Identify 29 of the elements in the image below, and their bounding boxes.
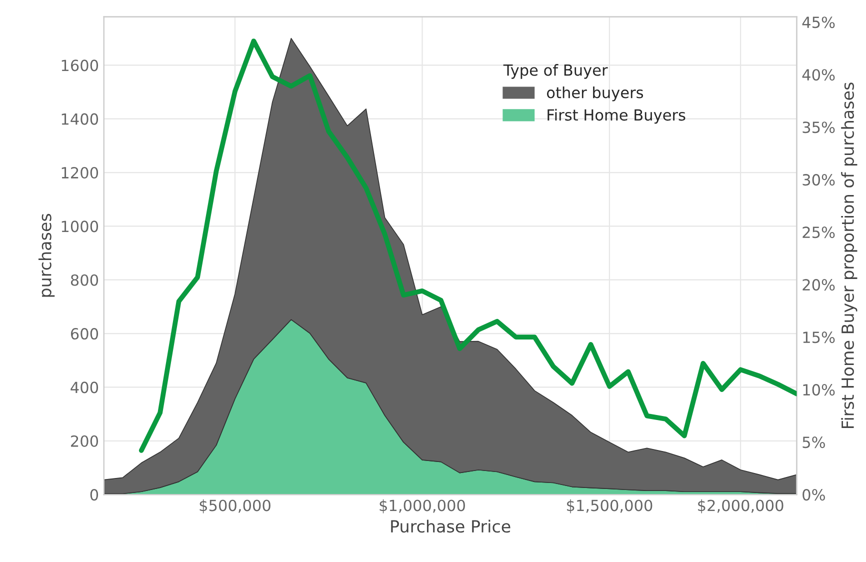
y2-tick-label: 45% — [802, 16, 835, 28]
y-axis-title: purchases — [38, 214, 55, 297]
x-tick-label: $2,000,000 — [698, 499, 784, 514]
y-tick-label: 1200 — [62, 166, 98, 179]
y2-axis-title: First Home Buyer proportion of purchases — [841, 82, 858, 428]
x-tick-label: $1,000,000 — [380, 499, 465, 514]
y-tick-label: 800 — [70, 274, 98, 286]
y2-tick-label: 5% — [802, 436, 825, 448]
y2-tick-label: 10% — [803, 384, 835, 396]
y2-tick-label: 25% — [802, 226, 835, 238]
x-tick-label: $500,000 — [200, 499, 270, 514]
legend-label: other buyers — [546, 86, 644, 102]
y-tick-label: 1000 — [62, 220, 98, 232]
y2-tick-label: 0% — [802, 489, 825, 501]
y-tick-label: 600 — [70, 328, 98, 340]
x-axis-title: Purchase Price — [391, 520, 510, 533]
y-tick-label: 0 — [90, 489, 98, 501]
y-tick-label: 200 — [71, 435, 98, 447]
y2-tick-label: 20% — [802, 279, 835, 291]
y2-tick-label: 35% — [802, 122, 835, 134]
y-tick-label: 400 — [70, 382, 98, 394]
y-tick-label: 1400 — [62, 113, 98, 125]
x-tick-label: $1,500,000 — [567, 499, 652, 514]
y2-tick-label: 40% — [802, 69, 835, 81]
y2-tick-label: 30% — [802, 174, 835, 186]
y2-tick-label: 15% — [803, 332, 835, 344]
y-tick-label: 1600 — [62, 60, 98, 72]
legend-title: Type of Buyer — [503, 64, 608, 79]
legend-label: First Home Buyers — [548, 108, 686, 124]
